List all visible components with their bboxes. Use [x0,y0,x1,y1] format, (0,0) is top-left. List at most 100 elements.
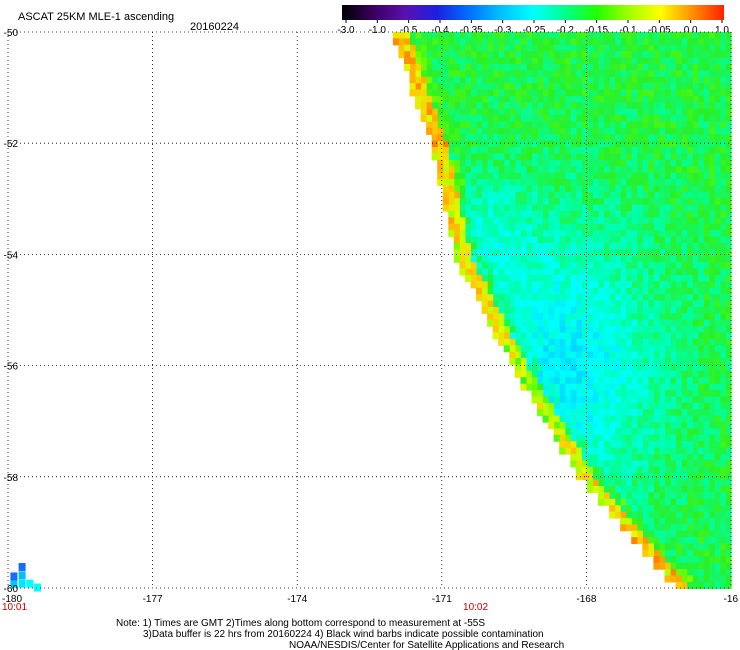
data-cell [725,460,732,468]
data-cell [686,319,693,327]
data-cell [492,262,499,270]
data-cell [553,326,560,334]
data-cell [548,198,555,206]
data-cell [592,185,599,193]
data-cell [636,76,643,84]
data-cell [531,370,538,378]
data-cell [437,64,444,71]
data-cell [620,121,627,129]
data-cell [609,121,616,129]
data-cell [642,115,649,123]
data-cell [664,249,671,257]
data-cell [620,511,627,519]
data-cell [586,473,593,481]
data-cell [647,102,654,110]
data-cell [664,255,671,263]
data-cell [697,76,704,84]
data-cell [719,76,726,84]
data-cell [620,166,627,174]
data-cell [581,255,588,263]
data-cell [603,326,610,334]
data-cell [708,76,715,84]
data-cell [664,569,671,577]
data-cell [675,511,682,519]
data-cell [620,454,627,461]
data-cell [531,262,538,270]
data-cell [481,51,488,59]
data-cell [487,115,494,123]
data-cell [586,319,593,327]
data-cell [509,64,516,71]
data-cell [609,447,616,455]
data-cell [620,447,627,455]
data-cell [598,313,605,321]
data-cell [681,179,688,187]
data-cell [681,255,688,263]
data-cell [581,172,588,180]
data-cell [498,249,505,257]
corner-cell [34,583,42,592]
data-cell [670,32,677,39]
data-cell [509,166,516,174]
data-cell [525,249,532,257]
data-cell [442,127,449,135]
data-cell [725,479,732,487]
data-cell [686,332,693,340]
data-cell [675,198,682,206]
data-cell [658,198,665,206]
data-cell [542,370,549,378]
data-cell [609,211,616,218]
data-cell [642,262,649,270]
data-cell [603,498,610,506]
data-cell [658,409,665,417]
data-cell [564,351,571,359]
data-cell [670,517,677,525]
data-cell [525,332,532,340]
data-cell [537,147,544,155]
data-cell [509,358,516,366]
data-cell [564,32,571,39]
data-cell [609,70,616,78]
data-cell [592,377,599,385]
data-cell [670,486,677,493]
data-cell [575,153,582,161]
data-cell [575,306,582,314]
data-cell [675,441,682,449]
data-cell [719,486,726,493]
data-cell [653,185,660,193]
data-cell [542,217,549,225]
data-cell [653,383,660,391]
data-cell [598,179,605,187]
data-cell [708,556,715,564]
time-label: 10:01 [2,602,27,613]
data-cell [498,262,505,270]
data-cell [631,390,638,398]
data-cell [703,390,710,398]
data-cell [692,306,699,314]
data-cell [581,191,588,199]
data-cell [531,159,538,167]
data-cell [520,345,527,353]
data-cell [692,454,699,461]
data-cell [675,204,682,212]
data-cell [420,57,427,65]
data-cell [564,370,571,378]
data-cell [459,243,466,250]
data-cell [575,211,582,218]
data-cell [658,32,665,39]
data-cell [609,466,616,474]
data-cell [647,89,654,97]
data-cell [703,511,710,519]
data-cell [459,223,466,231]
data-cell [487,38,494,46]
data-cell [564,44,571,52]
data-cell [459,147,466,155]
data-cell [559,147,566,155]
data-cell [620,326,627,334]
data-cell [686,300,693,308]
data-cell [686,38,693,46]
data-cell [420,32,427,39]
data-cell [542,44,549,52]
data-cell [509,275,516,282]
data-cell [658,223,665,231]
